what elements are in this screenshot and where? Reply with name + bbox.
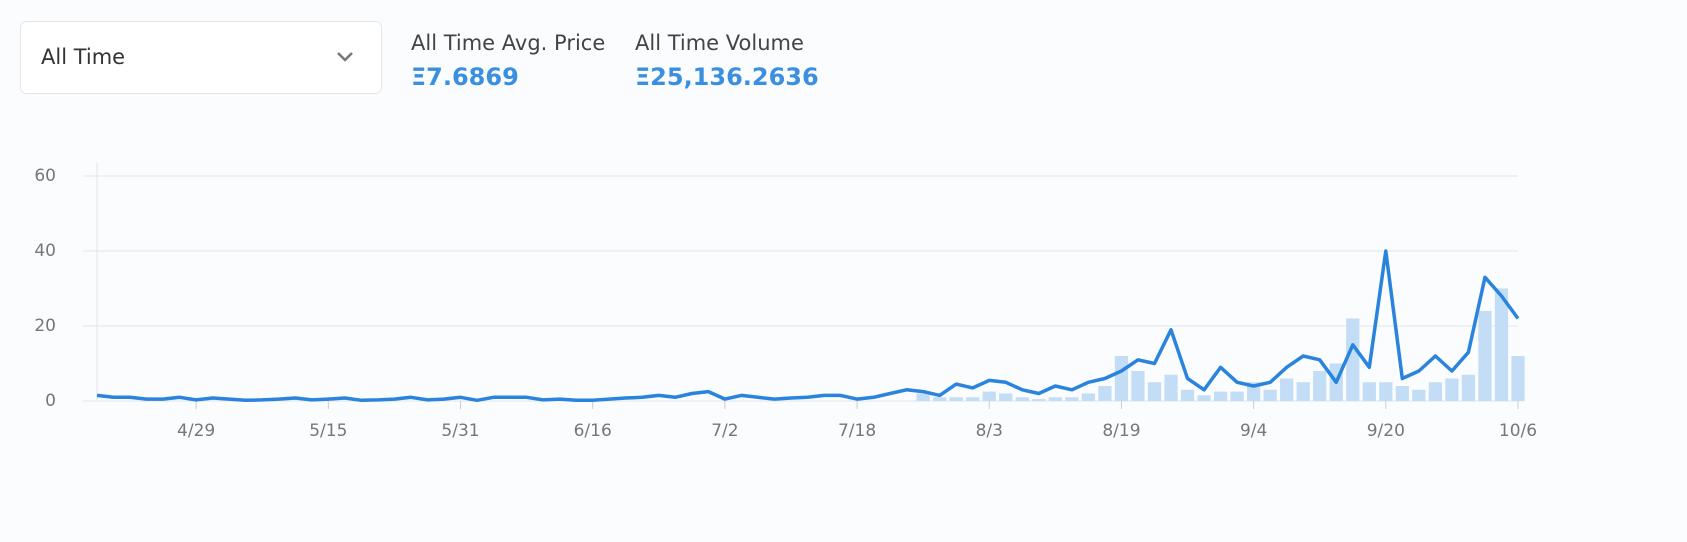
- x-tick-label: 9/4: [1240, 421, 1267, 441]
- x-tick-label: 7/18: [838, 421, 876, 441]
- x-tick-label: 5/15: [309, 421, 347, 441]
- stat-value: Ξ7.6869: [411, 63, 519, 91]
- volume-bar: [1280, 378, 1294, 401]
- y-tick-label: 40: [34, 241, 56, 261]
- volume-bar: [1478, 311, 1492, 401]
- x-tick-label: 9/20: [1367, 421, 1405, 441]
- volume-bar: [933, 397, 947, 401]
- volume-bar: [949, 397, 963, 401]
- volume-bar: [982, 391, 996, 401]
- volume-bar: [1346, 318, 1360, 401]
- stat-label: All Time Avg. Price: [411, 31, 605, 55]
- x-tick-label: 7/2: [711, 421, 738, 441]
- y-tick-label: 60: [34, 166, 56, 186]
- volume-bar: [1296, 382, 1310, 401]
- volume-bar: [1065, 397, 1079, 401]
- volume-bar: [1428, 382, 1442, 401]
- volume-bar: [966, 397, 980, 401]
- volume-bar: [1098, 386, 1112, 401]
- volume-bar: [1197, 395, 1211, 401]
- volume-bar: [1379, 382, 1393, 401]
- dropdown[interactable]: [20, 21, 382, 94]
- volume-bar: [1395, 386, 1409, 401]
- volume-bar: [1015, 397, 1029, 401]
- volume-bar: [1362, 382, 1376, 401]
- volume-bar: [1313, 371, 1327, 401]
- volume-bar: [1114, 356, 1129, 401]
- volume-bar: [1461, 374, 1476, 401]
- volume-bar: [1494, 288, 1509, 401]
- volume-bar: [1032, 399, 1046, 401]
- chevron: [337, 52, 353, 62]
- x-tick-label: 8/19: [1102, 421, 1140, 441]
- volume-bar: [1131, 371, 1145, 401]
- volume-bar: [1147, 382, 1162, 401]
- volume-bar: [1180, 389, 1195, 401]
- stat-label: All Time Volume: [635, 31, 804, 55]
- volume-bar: [1048, 397, 1062, 401]
- x-tick-label: 5/31: [441, 421, 479, 441]
- x-tick-label: 10/6: [1499, 421, 1537, 441]
- volume-bar: [999, 393, 1013, 401]
- dropdown-text: All Time: [41, 45, 125, 69]
- volume-bar: [1263, 389, 1277, 401]
- volume-bar: [1511, 356, 1525, 401]
- volume-bar: [1445, 378, 1459, 401]
- stat-value: Ξ25,136.2636: [635, 63, 819, 91]
- price-line: [96, 249, 1520, 403]
- volume-bar: [916, 393, 930, 401]
- x-tick-label: 8/3: [976, 421, 1003, 441]
- y-tick-label: 20: [34, 316, 56, 336]
- volume-bar: [1081, 393, 1096, 401]
- volume-bar: [1412, 389, 1426, 401]
- x-tick-label: 6/16: [574, 421, 612, 441]
- volume-bar: [1213, 391, 1228, 401]
- volume-bar: [1230, 391, 1244, 401]
- x-tick-label: 4/29: [177, 421, 215, 441]
- volume-bar: [1164, 374, 1178, 401]
- y-tick-label: 0: [45, 391, 56, 411]
